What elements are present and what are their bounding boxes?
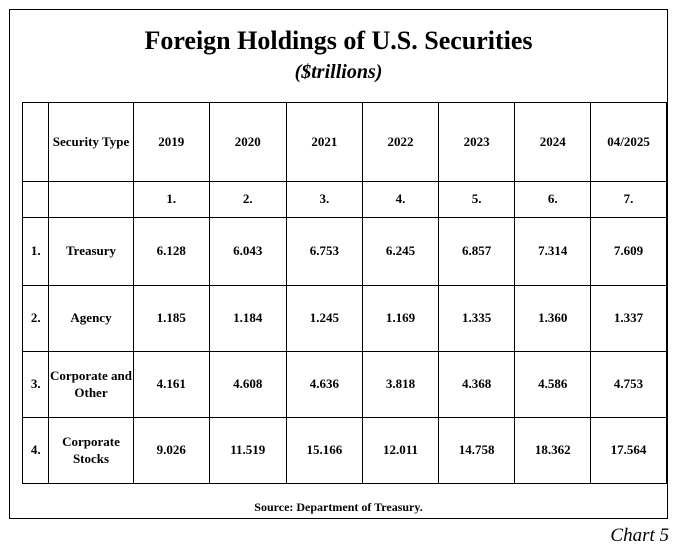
colnum-blank-cell bbox=[21, 181, 50, 218]
value-cell: 3.818 bbox=[362, 351, 439, 418]
header-num-cell bbox=[21, 102, 50, 182]
security-type-label: Corporate Stocks bbox=[48, 417, 134, 484]
header-year: 2022 bbox=[362, 102, 439, 182]
chart-frame: Foreign Holdings of U.S. Securities ($tr… bbox=[9, 9, 668, 519]
value-cell: 1.245 bbox=[285, 285, 364, 352]
value-cell: 12.011 bbox=[362, 417, 439, 484]
header-year: 2021 bbox=[285, 102, 364, 182]
value-cell: 7.314 bbox=[514, 217, 592, 286]
value-cell: 15.166 bbox=[285, 417, 364, 484]
value-cell: 6.857 bbox=[437, 217, 516, 286]
header-year: 04/2025 bbox=[590, 102, 667, 182]
value-cell: 4.608 bbox=[208, 351, 287, 418]
column-number: 2. bbox=[208, 181, 287, 218]
header-year: 2019 bbox=[132, 102, 210, 182]
value-cell: 18.362 bbox=[514, 417, 592, 484]
column-number: 3. bbox=[285, 181, 364, 218]
table-row: 3. Corporate and Other 4.161 4.608 4.636 3.81… bbox=[21, 351, 667, 418]
value-cell: 1.360 bbox=[514, 285, 592, 352]
column-number: 7. bbox=[590, 181, 667, 218]
table-row: 4. Corporate Stocks 9.026 11.519 15.166 12.01… bbox=[21, 417, 667, 484]
row-number: 1. bbox=[21, 217, 50, 286]
table-row: 1. Treasury 6.128 6.043 6.753 6.245 6.857 7.314… bbox=[21, 217, 667, 286]
row-number: 2. bbox=[21, 285, 50, 352]
chart-subtitle: ($trillions) bbox=[294, 61, 383, 83]
value-cell: 7.609 bbox=[590, 217, 667, 286]
table-row: 2. Agency 1.185 1.184 1.245 1.169 1.335 1.360 1.… bbox=[21, 285, 667, 352]
value-cell: 9.026 bbox=[132, 417, 210, 484]
row-number: 3. bbox=[21, 351, 50, 418]
data-table: Security Type 2019 2020 2021 2022 2023 2… bbox=[21, 102, 667, 484]
value-cell: 11.519 bbox=[208, 417, 287, 484]
value-cell: 1.337 bbox=[590, 285, 667, 352]
header-year: 2024 bbox=[514, 102, 592, 182]
source-note: Source: Department of Treasury. bbox=[254, 500, 423, 514]
value-cell: 4.161 bbox=[132, 351, 210, 418]
header-year: 2020 bbox=[208, 102, 287, 182]
value-cell: 6.753 bbox=[285, 217, 364, 286]
value-cell: 6.043 bbox=[208, 217, 287, 286]
value-cell: 4.636 bbox=[285, 351, 364, 418]
row-number: 4. bbox=[21, 417, 50, 484]
value-cell: 6.245 bbox=[362, 217, 439, 286]
value-cell: 1.335 bbox=[437, 285, 516, 352]
value-cell: 6.128 bbox=[132, 217, 210, 286]
colnum-blank-cell bbox=[48, 181, 134, 218]
column-number: 4. bbox=[362, 181, 439, 218]
chart-title: Foreign Holdings of U.S. Securities bbox=[144, 26, 533, 55]
header-row: Security Type 2019 2020 2021 2022 2023 2… bbox=[21, 102, 667, 182]
security-type-label: Treasury bbox=[48, 217, 134, 286]
value-cell: 1.169 bbox=[362, 285, 439, 352]
chart-caption: Chart 5 bbox=[610, 525, 669, 546]
header-security-type: Security Type bbox=[48, 102, 134, 182]
column-number-row: 1. 2. 3. 4. 5. 6. 7. bbox=[21, 181, 667, 218]
column-number: 6. bbox=[514, 181, 592, 218]
value-cell: 17.564 bbox=[590, 417, 667, 484]
value-cell: 1.184 bbox=[208, 285, 287, 352]
value-cell: 4.368 bbox=[437, 351, 516, 418]
security-type-label: Corporate and Other bbox=[48, 351, 134, 418]
value-cell: 4.753 bbox=[590, 351, 667, 418]
value-cell: 1.185 bbox=[132, 285, 210, 352]
column-number: 5. bbox=[437, 181, 516, 218]
value-cell: 14.758 bbox=[437, 417, 516, 484]
header-year: 2023 bbox=[437, 102, 516, 182]
value-cell: 4.586 bbox=[514, 351, 592, 418]
security-type-label: Agency bbox=[48, 285, 134, 352]
column-number: 1. bbox=[132, 181, 210, 218]
